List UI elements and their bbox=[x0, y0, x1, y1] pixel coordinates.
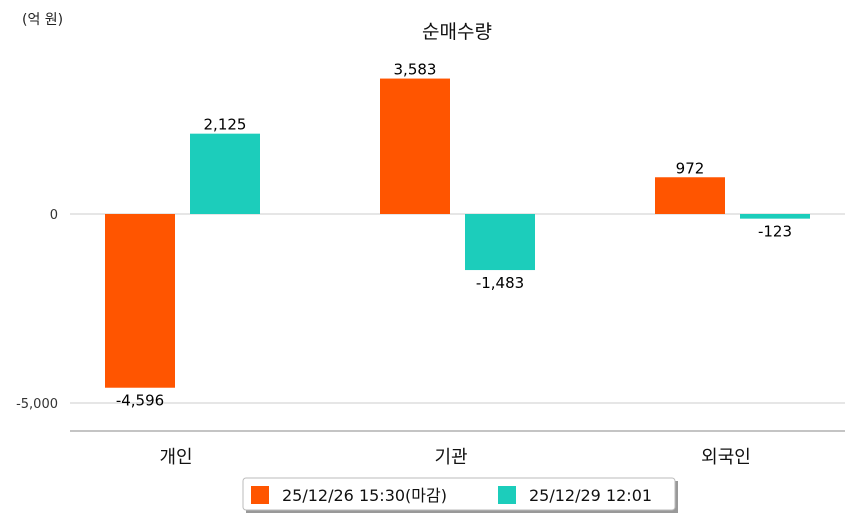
legend-label: 25/12/29 12:01 bbox=[529, 486, 652, 505]
unit-label: (억 원) bbox=[22, 12, 63, 28]
x-tick-label: 개인 bbox=[159, 447, 192, 468]
bar bbox=[105, 214, 175, 388]
legend-swatch bbox=[498, 486, 516, 504]
bar bbox=[190, 133, 260, 214]
x-tick-label: 외국인 bbox=[701, 447, 751, 468]
bar bbox=[655, 177, 725, 214]
y-tick-label: 0 bbox=[50, 208, 58, 223]
data-label: -1,483 bbox=[476, 274, 524, 292]
legend-box bbox=[242, 477, 676, 511]
data-label: 2,125 bbox=[204, 116, 247, 134]
y-tick-label: -5,000 bbox=[16, 397, 58, 412]
data-label: 972 bbox=[676, 159, 705, 177]
bar bbox=[380, 78, 450, 215]
legend: 25/12/26 15:30(마감) 25/12/29 12:01 bbox=[242, 477, 678, 513]
legend-label: 25/12/26 15:30(마감) bbox=[282, 486, 447, 505]
x-tick-label: 기관 bbox=[434, 447, 467, 468]
chart-title: 순매수량 bbox=[422, 21, 492, 43]
bar bbox=[740, 214, 810, 219]
data-label: -123 bbox=[758, 223, 792, 241]
data-label: -4,596 bbox=[116, 392, 164, 410]
bar bbox=[465, 214, 535, 271]
data-label: 3,583 bbox=[394, 61, 437, 79]
legend-swatch bbox=[251, 486, 269, 504]
